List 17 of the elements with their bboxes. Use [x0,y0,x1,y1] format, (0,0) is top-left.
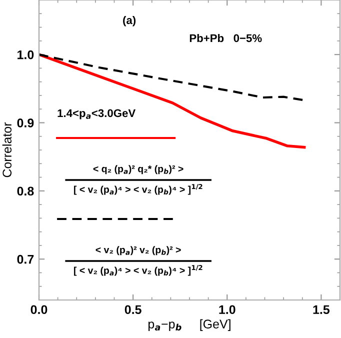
x-tick-label: 1.5 [313,305,330,314]
legend-title: 1.4<p$_{a}$<3.0GeV [58,109,136,120]
line-series [39,54,306,102]
x-tick-label: 0.5 [124,305,142,314]
line-series [39,53,306,149]
y-axis-title: Correlator [2,122,12,178]
y-tick-label: 0.9 [17,118,34,128]
annotation: (a) [123,16,136,26]
x-tick-label: 0.0 [30,305,48,314]
x-tick-label: 1.0 [219,305,236,314]
text: < q₂ (p$_{a}$)² q₂* (p$_{b}$)² > [ < v₂ (p$_{a}$)⁴ > < v₂ (p$_{b}$)⁴ > ]$^{1/2}$ [74,165,202,195]
annotation: Pb+Pb 0−5% [190,34,262,42]
text: < v₂ (p$_{a}$)² v₂ (p$_{b}$)² > [ < v₂ (p$_{a}$)⁴ > < v₂ (p$_{b}$)⁴ > ]$^{1/2}$ [74,246,202,276]
text: p$_{a}$−p$_{b}$ [GeV] [148,319,230,331]
y-tick-label: 1.0 [18,50,34,60]
y-tick-label: 0.8 [17,186,34,196]
y-tick-label: 0.7 [17,254,34,264]
